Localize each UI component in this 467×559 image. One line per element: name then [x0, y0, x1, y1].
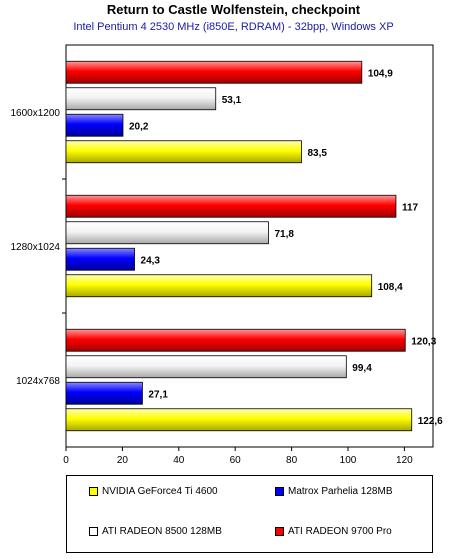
chart-title: Return to Castle Wolfenstein, checkpoint: [106, 2, 361, 17]
bar: [65, 274, 373, 298]
bar: [65, 381, 143, 405]
legend-swatch: [275, 486, 284, 496]
legend-swatch: [89, 486, 98, 496]
bar: [65, 194, 397, 218]
x-tick-label: 120: [396, 455, 413, 466]
legend-label: ATI RADEON 8500 128MB: [102, 525, 222, 537]
bar: [65, 60, 363, 84]
bar: [65, 328, 406, 352]
chart-legend: NVIDIA GeForce4 Ti 4600 Matrox Parhelia 1…: [66, 475, 433, 553]
bar: [65, 221, 269, 245]
category-label: 1280x1024: [11, 242, 61, 253]
bar-value-label: 71,8: [274, 229, 294, 240]
bar: [65, 408, 413, 432]
x-tick-label: 0: [63, 455, 69, 466]
category-label: 1600x1200: [11, 108, 61, 119]
legend-label: Matrox Parhelia 128MB: [288, 485, 393, 497]
bar: [65, 140, 302, 164]
legend-item: ATI RADEON 9700 Pro: [275, 524, 392, 538]
legend-item: ATI RADEON 8500 128MB: [89, 524, 222, 538]
legend-label: ATI RADEON 9700 Pro: [288, 525, 392, 537]
bar: [65, 87, 217, 111]
legend-item: Matrox Parhelia 128MB: [275, 484, 393, 498]
bar-value-label: 99,4: [352, 363, 372, 374]
bar-value-label: 27,1: [148, 389, 168, 400]
chart-subtitle: Intel Pentium 4 2530 MHz (i850E, RDRAM) …: [73, 21, 394, 33]
bar: [65, 247, 135, 271]
x-tick-label: 40: [173, 455, 185, 466]
bar-value-label: 83,5: [307, 148, 327, 159]
plot-area: [65, 44, 434, 448]
legend-label: NVIDIA GeForce4 Ti 4600: [102, 485, 218, 497]
category-label: 1024x768: [16, 376, 60, 387]
x-tick-label: 60: [230, 455, 242, 466]
x-tick-label: 20: [117, 455, 129, 466]
chart-plot: 104,9 53,1 20,2 83,5 117 71,8 24,3 108,4 120,3 99…: [11, 44, 443, 466]
bar: [65, 113, 124, 137]
bar-value-label: 120,3: [411, 336, 436, 347]
legend-swatch: [89, 526, 98, 536]
bar-value-label: 117: [402, 202, 419, 213]
legend-item: NVIDIA GeForce4 Ti 4600: [89, 484, 218, 498]
bar-value-label: 24,3: [141, 255, 161, 266]
x-tick-label: 80: [286, 455, 298, 466]
bar-value-label: 108,4: [378, 282, 403, 293]
bar-value-label: 53,1: [222, 95, 242, 106]
bar-value-label: 20,2: [129, 121, 149, 132]
bar-value-label: 122,6: [418, 416, 443, 427]
x-tick-label: 100: [340, 455, 357, 466]
legend-swatch: [275, 526, 284, 536]
bar: [65, 355, 347, 379]
bar-value-label: 104,9: [368, 68, 393, 79]
